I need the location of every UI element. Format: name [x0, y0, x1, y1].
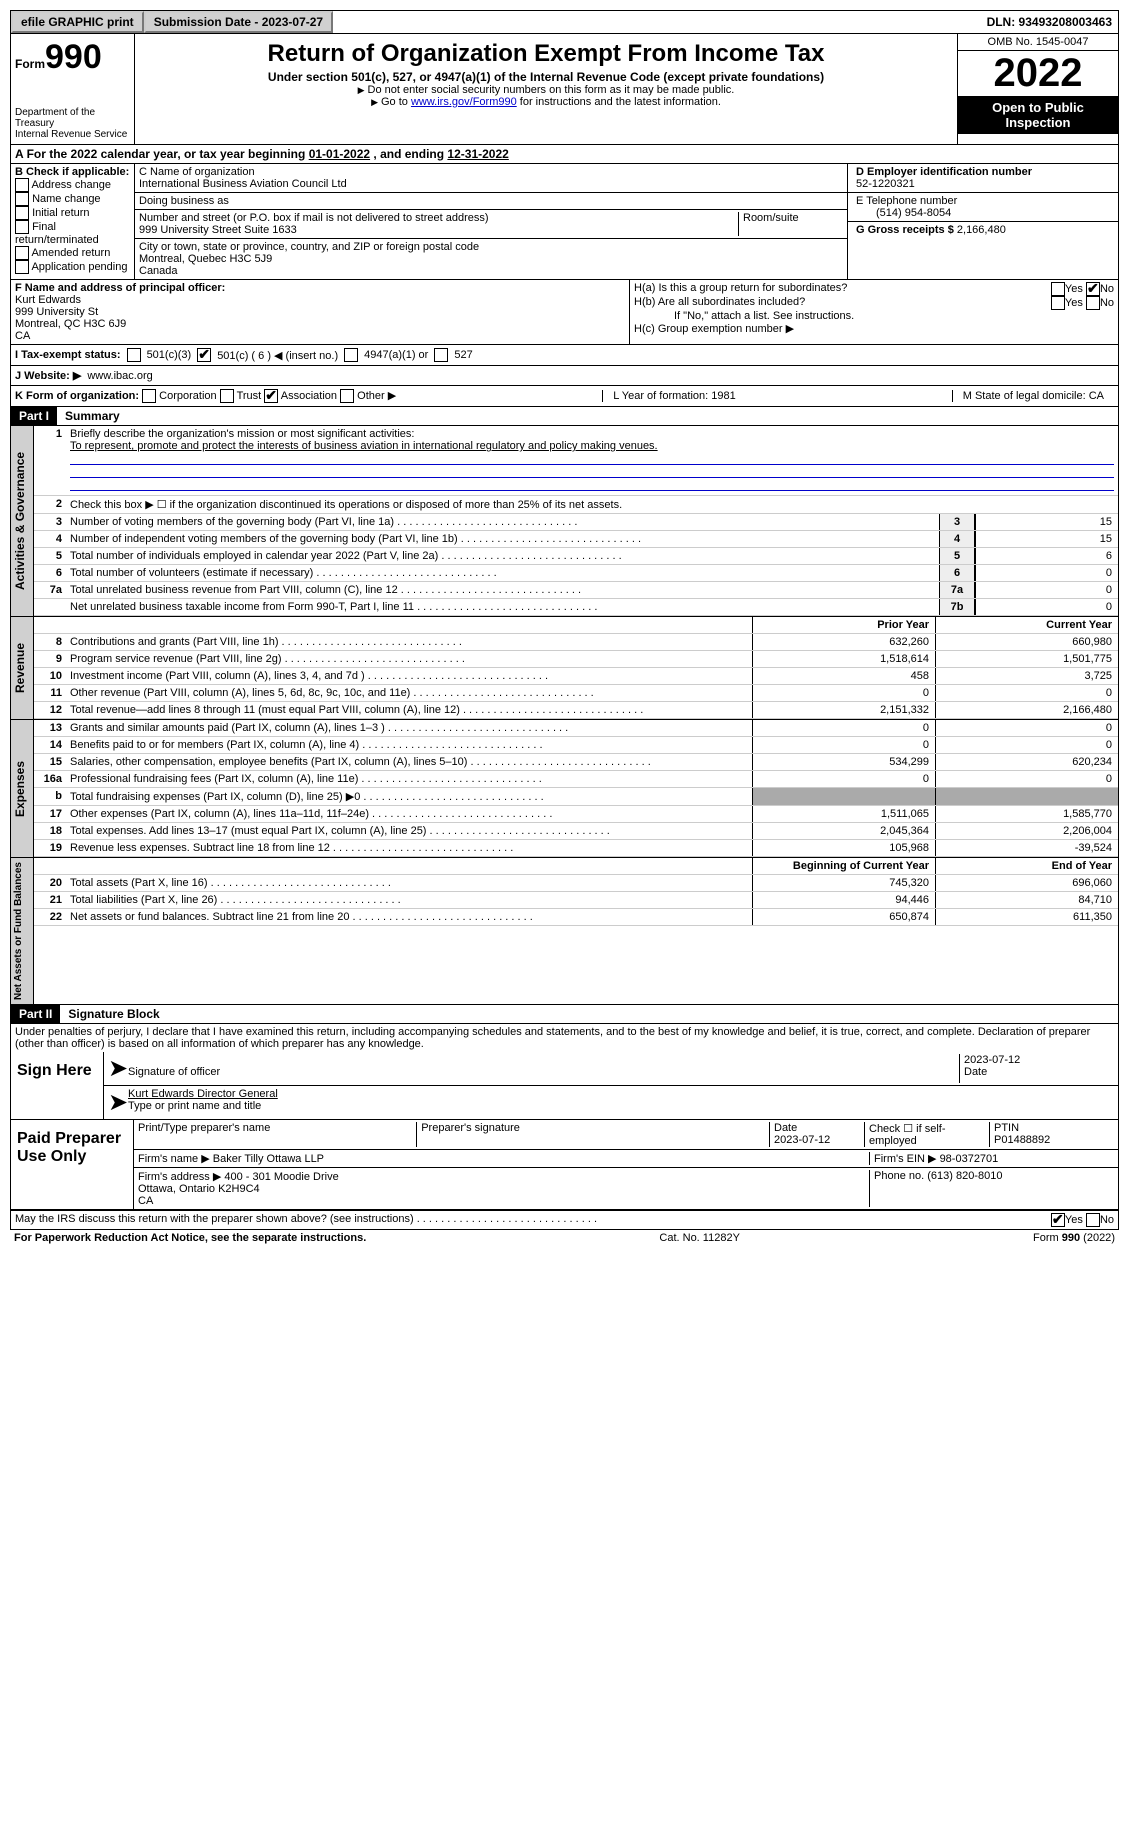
cb-ha-no[interactable] [1086, 282, 1100, 296]
form-number: Form990 [15, 38, 130, 77]
sign-here-label: Sign Here [11, 1052, 103, 1119]
cb-name-change[interactable] [15, 192, 29, 206]
part2-header: Part IISignature Block [10, 1005, 1119, 1024]
summary-line: 9Program service revenue (Part VIII, lin… [34, 651, 1118, 668]
summary-line: 15Salaries, other compensation, employee… [34, 754, 1118, 771]
cb-ha-yes[interactable] [1051, 282, 1065, 296]
note-ssn: Do not enter social security numbers on … [139, 84, 953, 96]
cb-irs-yes[interactable] [1051, 1213, 1065, 1227]
block-bcdeg: B Check if applicable: Address change Na… [10, 164, 1119, 280]
part1-header: Part ISummary [10, 407, 1119, 426]
vlabel-expenses: Expenses [11, 720, 34, 857]
summary-line: 5Total number of individuals employed in… [34, 548, 1118, 565]
phone-value: (514) 954-8054 [856, 207, 951, 219]
vlabel-revenue: Revenue [11, 617, 34, 719]
summary-line: 4Number of independent voting members of… [34, 531, 1118, 548]
signature-block: Under penalties of perjury, I declare th… [10, 1024, 1119, 1230]
may-irs-discuss: May the IRS discuss this return with the… [15, 1213, 597, 1227]
box-c: C Name of organization International Bus… [135, 164, 847, 279]
perjury-text: Under penalties of perjury, I declare th… [11, 1024, 1118, 1052]
cb-application[interactable] [15, 260, 29, 274]
summary-line: 10Investment income (Part VIII, column (… [34, 668, 1118, 685]
ptin-value: P01488892 [994, 1134, 1050, 1146]
form-header: Form990 Department of the Treasury Inter… [10, 34, 1119, 145]
summary-line: 3Number of voting members of the governi… [34, 514, 1118, 531]
summary-line: 12Total revenue—add lines 8 through 11 (… [34, 702, 1118, 719]
year-formation: L Year of formation: 1981 [602, 390, 746, 402]
row-a: A For the 2022 calendar year, or tax yea… [10, 145, 1119, 164]
form-title: Return of Organization Exempt From Incom… [139, 40, 953, 68]
firm-name: Baker Tilly Ottawa LLP [213, 1153, 324, 1165]
section-netassets: Net Assets or Fund Balances Beginning of… [10, 858, 1119, 1005]
section-governance: Activities & Governance 1Briefly describ… [10, 426, 1119, 617]
org-street: 999 University Street Suite 1633 [139, 224, 297, 236]
box-h: H(a) Is this a group return for subordin… [629, 280, 1118, 344]
cb-hb-no[interactable] [1086, 296, 1100, 310]
ein-value: 52-1220321 [856, 178, 915, 190]
cb-501c[interactable] [197, 348, 211, 362]
summary-line: Net unrelated business taxable income fr… [34, 599, 1118, 616]
paid-preparer-label: Paid Preparer Use Only [11, 1120, 133, 1209]
cb-501c3[interactable] [127, 348, 141, 362]
form-subtitle: Under section 501(c), 527, or 4947(a)(1)… [139, 70, 953, 84]
org-city: Montreal, Quebec H3C 5J9 Canada [139, 253, 843, 277]
box-f: F Name and address of principal officer:… [11, 280, 629, 344]
cb-amended[interactable] [15, 246, 29, 260]
website-value: www.ibac.org [87, 370, 152, 382]
summary-line: 11Other revenue (Part VIII, column (A), … [34, 685, 1118, 702]
box-b: B Check if applicable: Address change Na… [11, 164, 135, 279]
row-j: J Website: ▶ www.ibac.org [10, 366, 1119, 386]
page-footer: For Paperwork Reduction Act Notice, see … [10, 1230, 1119, 1246]
efile-button[interactable]: efile GRAPHIC print [11, 11, 144, 33]
cb-trust[interactable] [220, 389, 234, 403]
cb-4947[interactable] [344, 348, 358, 362]
summary-line: 6Total number of volunteers (estimate if… [34, 565, 1118, 582]
state-domicile: M State of legal domicile: CA [952, 390, 1114, 402]
summary-line: 20Total assets (Part X, line 16)745,3206… [34, 875, 1118, 892]
summary-line: bTotal fundraising expenses (Part IX, co… [34, 788, 1118, 806]
section-revenue: Revenue Prior YearCurrent Year 8Contribu… [10, 617, 1119, 720]
omb-number: OMB No. 1545-0047 [958, 34, 1118, 51]
open-inspection: Open to Public Inspection [958, 96, 1118, 134]
vlabel-governance: Activities & Governance [11, 426, 34, 616]
cb-address-change[interactable] [15, 178, 29, 192]
box-deg: D Employer identification number 52-1220… [847, 164, 1118, 279]
tax-year: 2022 [958, 51, 1118, 96]
summary-line: 17Other expenses (Part IX, column (A), l… [34, 806, 1118, 823]
note-link: Go to www.irs.gov/Form990 for instructio… [139, 96, 953, 108]
row-k: K Form of organization: Corporation Trus… [10, 386, 1119, 407]
cb-corp[interactable] [142, 389, 156, 403]
submission-button[interactable]: Submission Date - 2023-07-27 [144, 11, 333, 33]
officer-name: Kurt Edwards Director General [128, 1088, 278, 1100]
summary-line: 21Total liabilities (Part X, line 26)94,… [34, 892, 1118, 909]
row-i: I Tax-exempt status: 501(c)(3) 501(c) ( … [10, 345, 1119, 366]
summary-line: 22Net assets or fund balances. Subtract … [34, 909, 1118, 926]
cb-other[interactable] [340, 389, 354, 403]
cb-final-return[interactable] [15, 220, 29, 234]
summary-line: 18Total expenses. Add lines 13–17 (must … [34, 823, 1118, 840]
gross-receipts: 2,166,480 [957, 224, 1006, 236]
mission-text: To represent, promote and protect the in… [70, 440, 658, 452]
summary-line: 13Grants and similar amounts paid (Part … [34, 720, 1118, 737]
section-expenses: Expenses 13Grants and similar amounts pa… [10, 720, 1119, 858]
summary-line: 16aProfessional fundraising fees (Part I… [34, 771, 1118, 788]
dln-text: DLN: 93493208003463 [981, 13, 1118, 31]
vlabel-netassets: Net Assets or Fund Balances [11, 858, 34, 1004]
summary-line: 19Revenue less expenses. Subtract line 1… [34, 840, 1118, 857]
cb-irs-no[interactable] [1086, 1213, 1100, 1227]
cb-initial-return[interactable] [15, 206, 29, 220]
summary-line: 8Contributions and grants (Part VIII, li… [34, 634, 1118, 651]
summary-line: 7aTotal unrelated business revenue from … [34, 582, 1118, 599]
cb-527[interactable] [434, 348, 448, 362]
block-fh: F Name and address of principal officer:… [10, 280, 1119, 345]
cb-hb-yes[interactable] [1051, 296, 1065, 310]
irs-link[interactable]: www.irs.gov/Form990 [411, 96, 517, 108]
summary-line: 14Benefits paid to or for members (Part … [34, 737, 1118, 754]
dept-text: Department of the Treasury Internal Reve… [15, 107, 130, 140]
cb-assoc[interactable] [264, 389, 278, 403]
org-name: International Business Aviation Council … [139, 178, 843, 190]
top-bar: efile GRAPHIC print Submission Date - 20… [10, 10, 1119, 34]
